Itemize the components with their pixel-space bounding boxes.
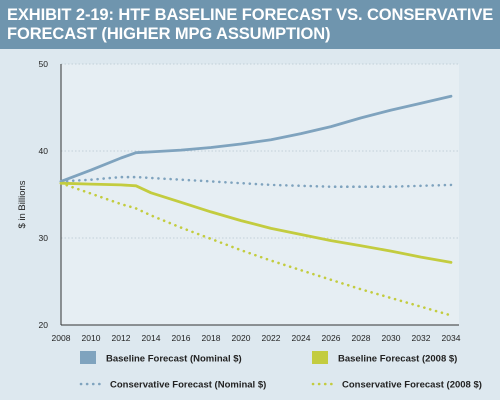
x-tick-label-2018: 2018 [202, 333, 221, 343]
legend-label-1: Baseline Forecast (Nominal $) [106, 354, 242, 365]
y-tick-label-50: 50 [39, 59, 49, 69]
y-tick-label-30: 30 [39, 233, 49, 243]
chart-title-line-1: EXHIBIT 2-19: HTF BASELINE FORECAST VS. … [7, 6, 494, 24]
chart-title-line-2: FORECAST (HIGHER MPG ASSUMPTION) [7, 25, 331, 43]
series-line-1 [59, 94, 453, 183]
x-tick-label-2010: 2010 [82, 333, 101, 343]
x-tick-label-2014: 2014 [142, 333, 161, 343]
x-tick-label-2008: 2008 [52, 333, 71, 343]
legend-label-4: Conservative Forecast (2008 $) [342, 380, 482, 391]
y-axis-label: $ in Billions [17, 180, 28, 228]
y-tick-label-20: 20 [39, 320, 49, 330]
legend-swatch-2 [312, 351, 328, 364]
chart-header: EXHIBIT 2-19: HTF BASELINE FORECAST VS. … [0, 0, 500, 49]
x-tick-label-2016: 2016 [172, 333, 191, 343]
x-tick-label-2026: 2026 [322, 333, 341, 343]
x-tick-label-2012: 2012 [112, 333, 131, 343]
x-tick-label-2034: 2034 [442, 333, 461, 343]
legend-label-3: Conservative Forecast (Nominal $) [110, 380, 266, 391]
x-tick-label-2022: 2022 [262, 333, 281, 343]
series-line-2 [59, 181, 453, 264]
plot-background [61, 64, 459, 325]
x-tick-label-2030: 2030 [382, 333, 401, 343]
x-tick-label-2028: 2028 [352, 333, 371, 343]
x-tick-label-2024: 2024 [292, 333, 311, 343]
legend-swatch-1 [80, 351, 96, 364]
y-tick-label-40: 40 [39, 146, 49, 156]
x-tick-label-2020: 2020 [232, 333, 251, 343]
legend-label-2: Baseline Forecast (2008 $) [338, 354, 457, 365]
x-tick-label-2032: 2032 [412, 333, 431, 343]
